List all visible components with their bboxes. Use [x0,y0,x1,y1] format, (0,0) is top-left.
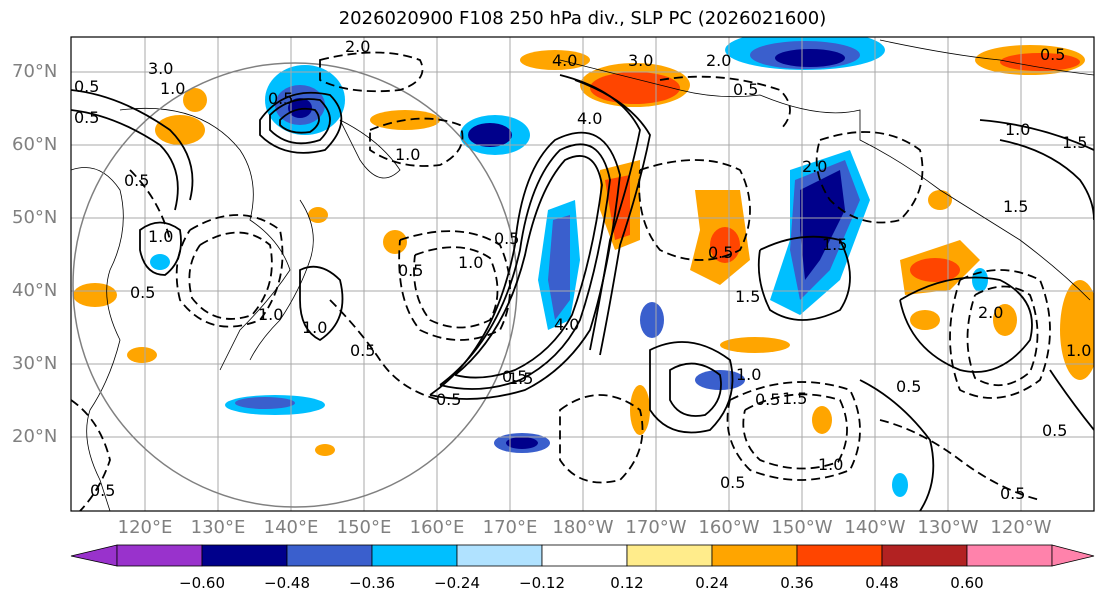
contour-label: 4.0 [554,315,579,334]
contour-label: 1.5 [1062,133,1087,152]
contour-label: 0.5 [755,390,780,409]
lat-label: 20°N [12,426,58,447]
contour-label: 0.5 [733,80,758,99]
map-title: 2026020900 F108 250 hPa div., SLP PC (20… [338,8,827,29]
colorbar-segment [881,544,968,567]
contour-label: 1.0 [1005,120,1030,139]
lon-label: 160°W [698,517,760,538]
lon-label: 150°E [336,517,392,538]
contour-label: 0.5 [74,108,99,127]
lon-label: 160°E [409,517,465,538]
colorbar-segment [286,544,373,567]
colorbar-tick-label: −0.36 [349,574,395,592]
lat-label: 40°N [12,280,58,301]
contour-label: 1.0 [818,455,843,474]
contour-label: 1.5 [508,369,533,388]
contour-label-group: 2.0 3.0 4.0 3.0 2.0 0.5 0.5 1.0 1.5 0.5 … [74,37,1091,503]
contour-label: 2.0 [706,51,731,70]
contour-label: 3.0 [148,59,173,78]
contour-label: 4.0 [552,51,577,70]
contour-label: 0.5 [1042,421,1067,440]
contour-label: 1.5 [735,287,760,306]
contour-label: 1.5 [822,235,847,254]
contour-label: 0.5 [720,473,745,492]
contour-label: 0.5 [708,243,733,262]
colorbar-tick-label: 0.48 [865,574,899,592]
contour-label: 2.0 [978,303,1003,322]
contour-label: 0.5 [350,341,375,360]
contour-label: 4.0 [577,109,602,128]
colorbar-tick-label: −0.48 [264,574,310,592]
lon-label: 130°W [917,517,979,538]
contour-label: 1.5 [1003,197,1028,216]
contour-label: 0.5 [502,367,527,386]
contour-label: 0.5 [896,377,921,396]
contour-label: 1.0 [395,145,420,164]
colorbar-extend-high [1051,544,1095,567]
lon-label: 120°E [117,517,173,538]
contour-label: 0.5 [130,283,155,302]
contour-label: 0.5 [494,229,519,248]
contour-label: 0.5 [1000,484,1025,503]
contour-label: 0.5 [1040,45,1065,64]
contour-label: 1.0 [458,253,483,272]
contour-label: 1.0 [1066,341,1091,360]
lat-label: 50°N [12,207,58,228]
contour-label: 0.5 [90,481,115,500]
colorbar-tick-label: −0.12 [519,574,565,592]
contour-label: 0.5 [436,390,461,409]
lon-label: 140°E [263,517,319,538]
colorbar-tick-label: 0.12 [610,574,644,592]
colorbar-segment [626,544,713,567]
contour-label: 1.0 [148,227,173,246]
contour-label: 2.0 [802,157,827,176]
slp-contours-negative [71,51,1051,511]
lat-label: 30°N [12,353,58,374]
lon-label: 140°W [844,517,906,538]
colorbar-tick-label: 0.60 [950,574,984,592]
contour-label: 1.0 [160,79,185,98]
contour-label: 1.0 [736,365,761,384]
contour-label: 0.5 [124,171,149,190]
lat-label: 60°N [12,134,58,155]
projection-ring [72,62,518,508]
lon-label: 120°W [990,517,1052,538]
map-frame [70,36,1095,512]
colorbar-segment [711,544,798,567]
colorbar-segment [116,544,203,567]
colorbar-segment [201,544,288,567]
colorbar-tick-label: −0.24 [434,574,480,592]
lat-label: 70°N [12,61,58,82]
colorbar-segment [541,544,628,567]
contour-label: 0.5 [74,77,99,96]
contour-label: 1.5 [782,389,807,408]
lon-label: 130°E [190,517,246,538]
colorbar-segment [371,544,458,567]
lon-label: 170°W [625,517,687,538]
colorbar-segment [966,544,1053,567]
colorbar-extend-low [70,544,118,567]
contour-label: 1.0 [258,305,283,324]
lon-label: 170°E [482,517,538,538]
colorbar-segment [796,544,883,567]
contour-label: 1.0 [302,318,327,337]
colorbar-segment [456,544,543,567]
colorbar-tick-label: 0.36 [780,574,814,592]
contour-label: 0.5 [268,89,293,108]
colorbar [70,544,1095,567]
contour-label: 3.0 [628,51,653,70]
contour-label: 0.5 [398,261,423,280]
colorbar-tick-label: −0.60 [179,574,225,592]
lon-label: 150°W [771,517,833,538]
contour-label: 2.0 [345,37,370,56]
lon-label: 180°W [552,517,614,538]
colorbar-tick-label: 0.24 [695,574,729,592]
